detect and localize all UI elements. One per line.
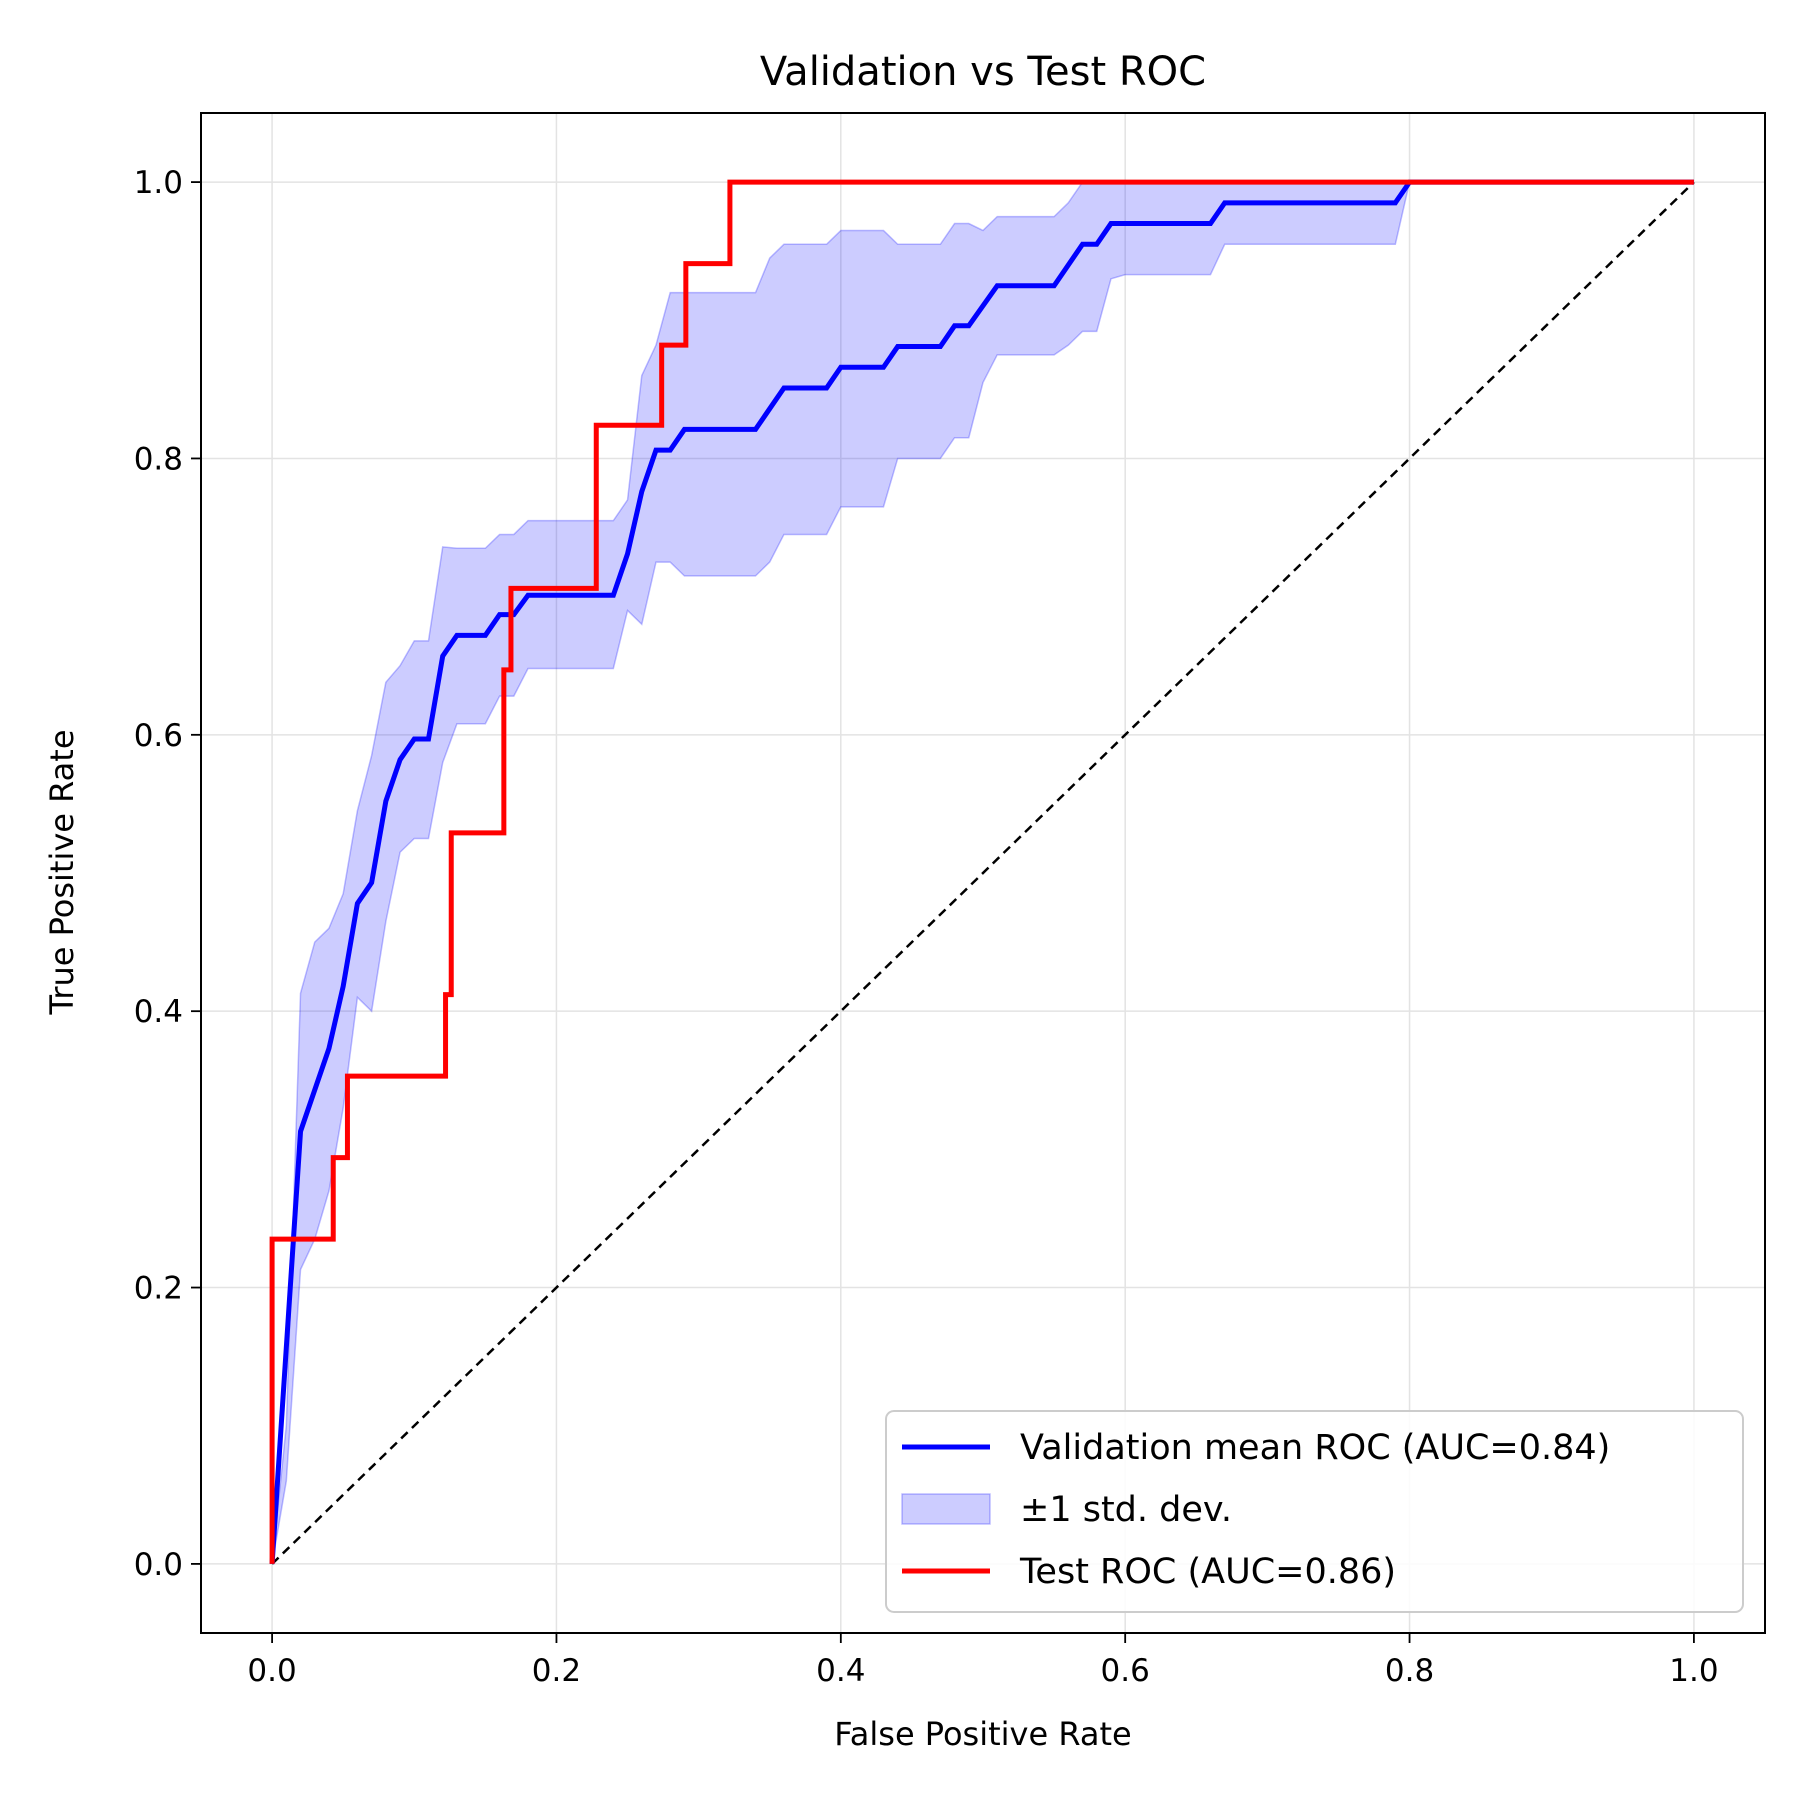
std-dev-band bbox=[271, 181, 1694, 1565]
y-axis-title: True Positive Rate bbox=[43, 729, 81, 1015]
legend-swatch-patch bbox=[901, 1493, 991, 1525]
x-tick-label: 0.6 bbox=[1101, 1653, 1150, 1689]
x-tick-label: 0.4 bbox=[816, 1653, 865, 1689]
legend-label: ±1 std. dev. bbox=[1020, 1490, 1232, 1530]
plot-frame bbox=[200, 112, 1766, 1634]
chance-diagonal-line bbox=[271, 181, 1695, 1565]
legend-label: Validation mean ROC (AUC=0.84) bbox=[1020, 1428, 1610, 1468]
legend-label: Test ROC (AUC=0.86) bbox=[1019, 1552, 1396, 1592]
x-tick-label: 0.0 bbox=[247, 1653, 296, 1689]
x-axis-title: False Positive Rate bbox=[834, 1715, 1131, 1753]
y-tick-label: 0.8 bbox=[134, 441, 183, 477]
y-tick-label: 0.2 bbox=[134, 1271, 183, 1307]
test-roc-line bbox=[269, 179, 1694, 1564]
y-tick-label: 0.4 bbox=[134, 994, 183, 1030]
y-tick-label: 0.6 bbox=[134, 718, 183, 754]
plot-area bbox=[269, 179, 1695, 1565]
validation-mean-roc-line bbox=[269, 179, 1694, 1565]
chart-title: Validation vs Test ROC bbox=[760, 49, 1206, 95]
x-tick-label: 1.0 bbox=[1669, 1653, 1718, 1689]
legend-box bbox=[885, 1410, 1744, 1613]
y-tick-label: 0.0 bbox=[134, 1547, 183, 1583]
x-tick-label: 0.2 bbox=[532, 1653, 581, 1689]
x-axis: 0.0 0.2 0.4 0.6 0.8 1.0 bbox=[247, 1633, 1719, 1689]
legend: Validation mean ROC (AUC=0.84) ±1 std. de… bbox=[885, 1410, 1744, 1613]
y-axis: 0.0 0.2 0.4 0.6 0.8 1.0 bbox=[134, 165, 201, 1583]
x-tick-label: 0.8 bbox=[1385, 1653, 1434, 1689]
y-tick-label: 1.0 bbox=[134, 165, 183, 201]
